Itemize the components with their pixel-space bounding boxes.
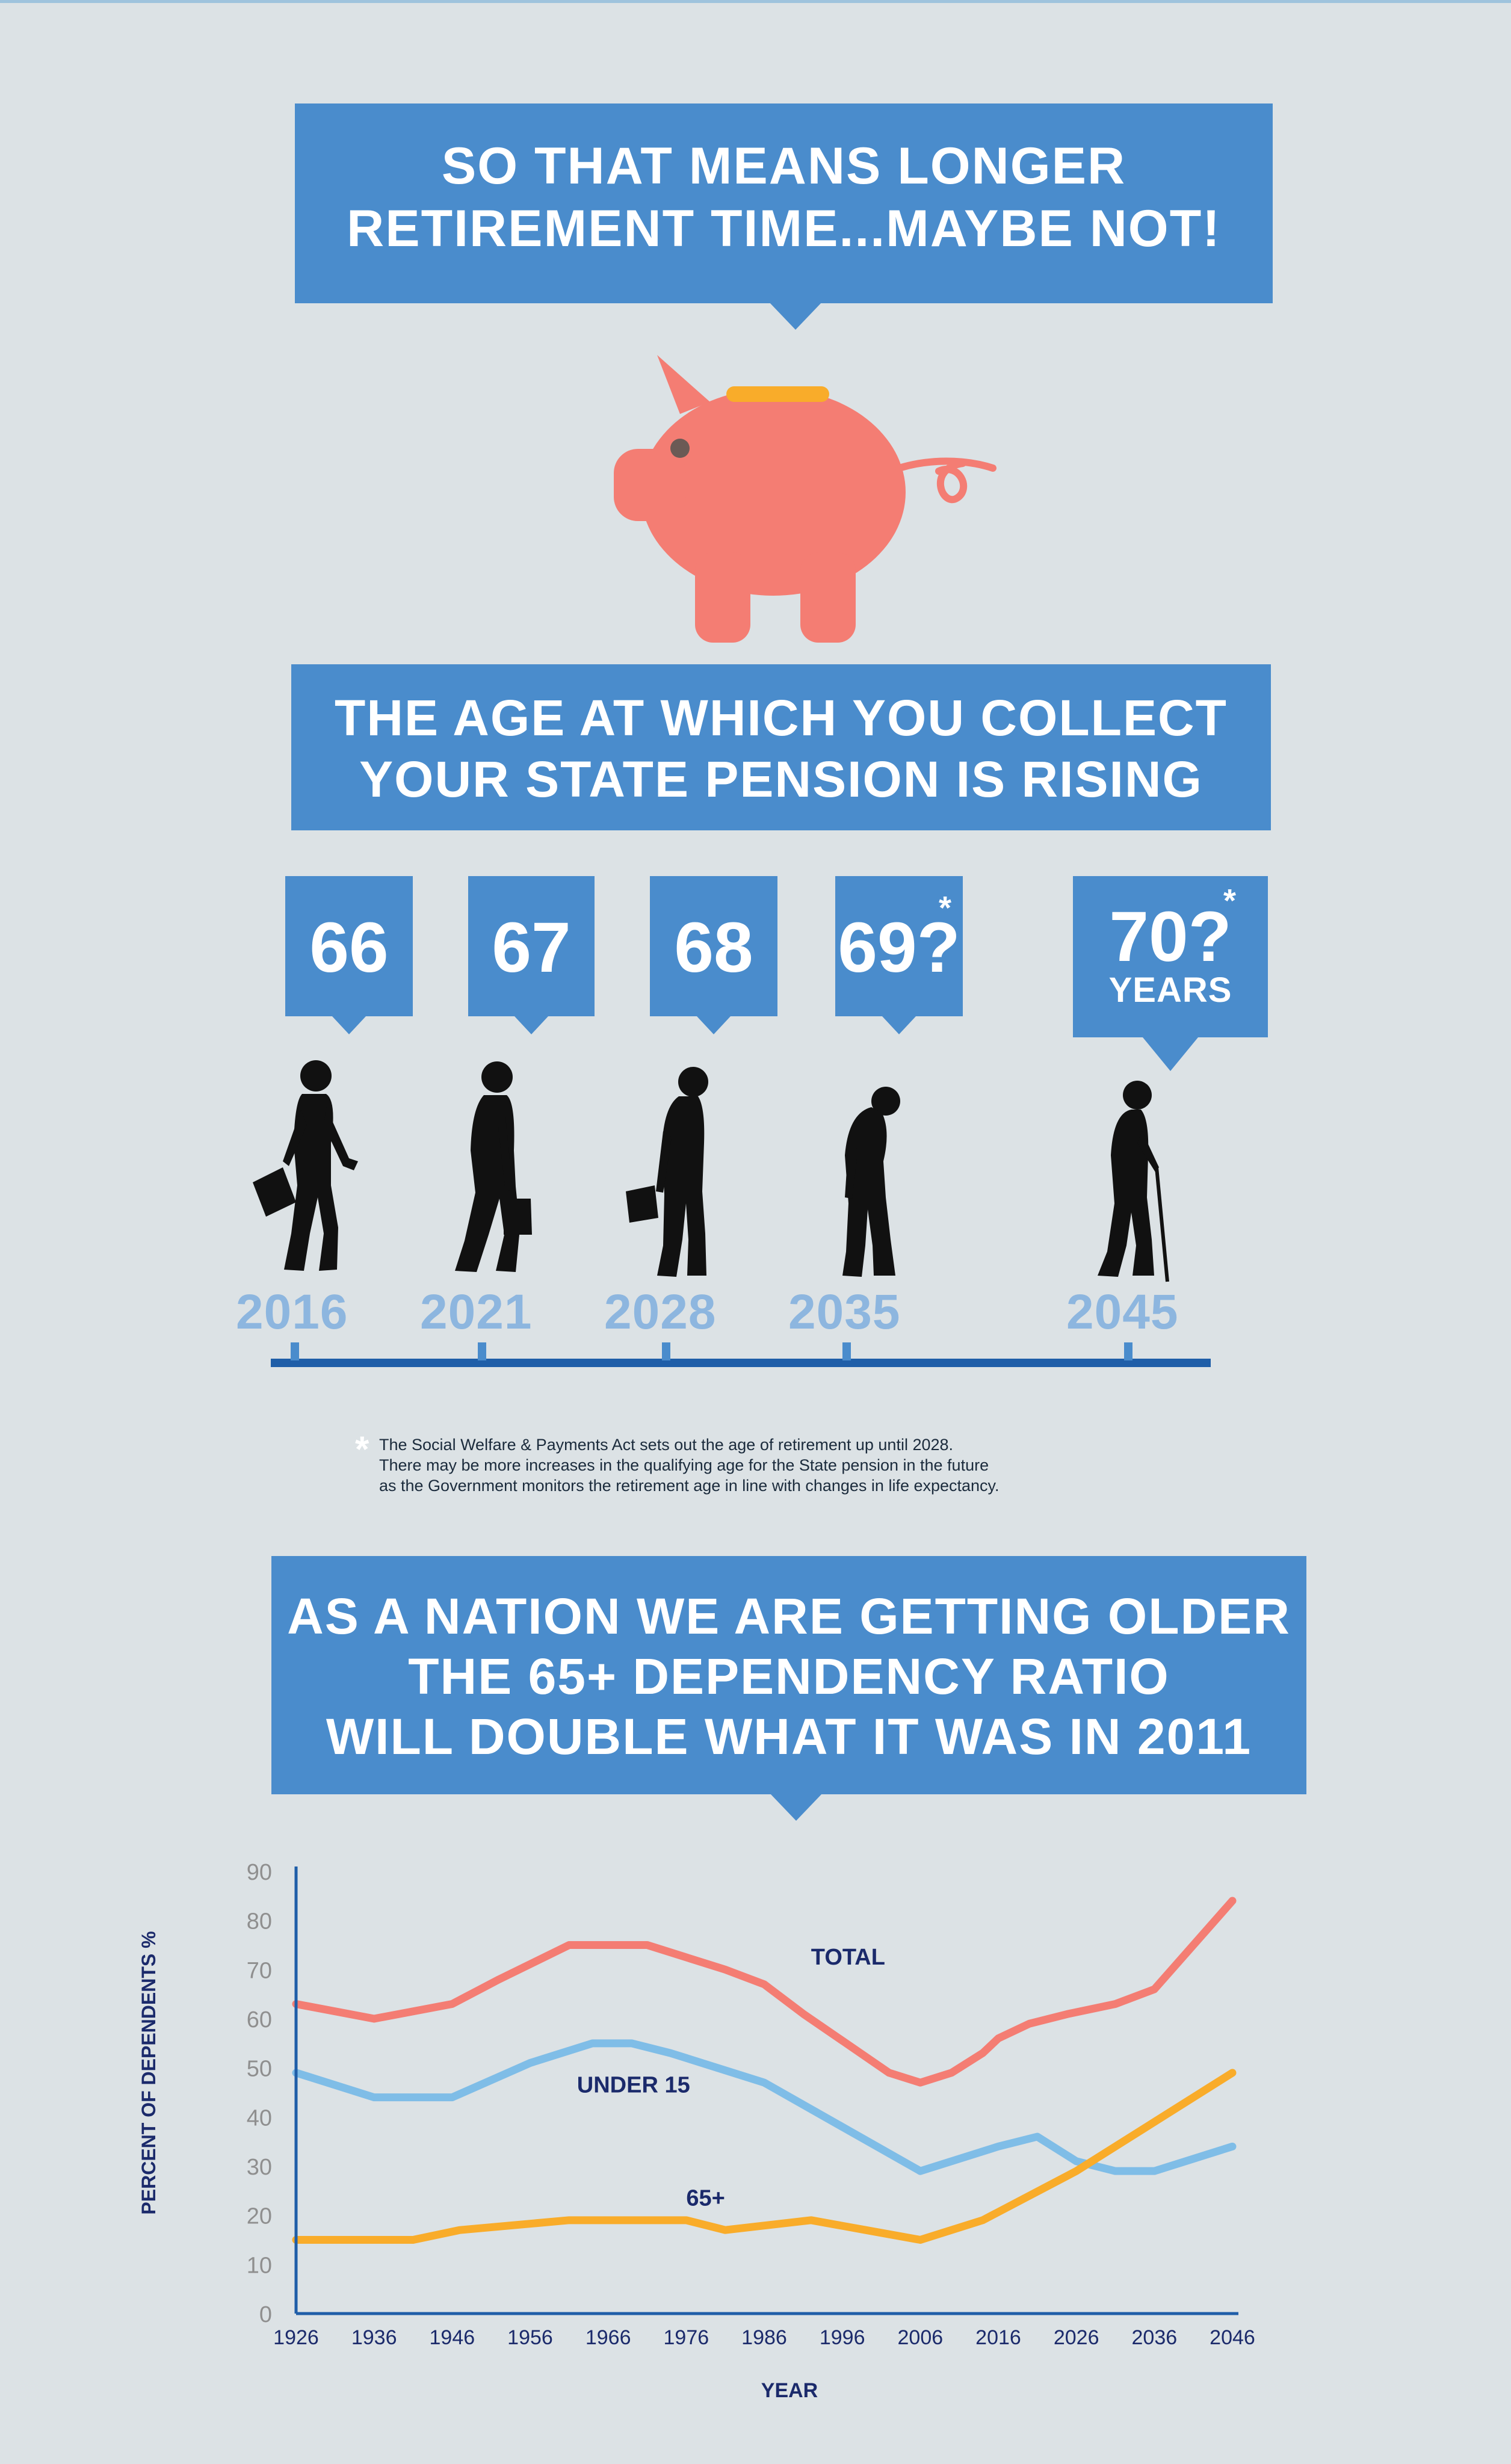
x-tick-label: 1926 (273, 2326, 319, 2349)
series-lines (292, 1897, 1237, 2244)
series-labels: TOTAL UNDER 15 65+ (577, 1945, 885, 2211)
x-tick-label: 1976 (664, 2326, 709, 2349)
x-tick-label: 2026 (1054, 2326, 1099, 2349)
dependency-ratio-chart: 0 10 20 30 40 50 60 70 80 90 1926 1936 1946 1956 1966… (138, 1860, 1255, 2402)
person-stooped-icon (842, 1087, 900, 1277)
x-axis-label: YEAR (761, 2379, 818, 2402)
speech-pointer (769, 302, 822, 330)
series-line-under-15 (292, 2039, 1237, 2175)
footnote-line-1: The Social Welfare & Payments Act sets o… (379, 1436, 954, 1454)
person-walking-icon (253, 1060, 358, 1271)
x-tick-label: 1946 (430, 2326, 475, 2349)
banner-line-3: WILL DOUBLE WHAT IT WAS IN 2011 (326, 1708, 1252, 1765)
y-tick-label: 60 (247, 2007, 272, 2033)
y-axis-ticks: 0 10 20 30 40 50 60 70 80 90 (247, 1860, 272, 2327)
banner-line-2: YOUR STATE PENSION IS RISING (359, 751, 1203, 807)
x-tick-label: 2036 (1132, 2326, 1178, 2349)
asterisk: * (1223, 883, 1237, 919)
year-label: 2035 (788, 1285, 901, 1339)
box-pointer (514, 1016, 548, 1034)
banner-line-2: THE 65+ DEPENDENCY RATIO (408, 1648, 1170, 1705)
age-box-69: 69? * (835, 876, 963, 1034)
series-label: TOTAL (811, 1945, 885, 1970)
series-label: UNDER 15 (577, 2073, 690, 2098)
series-label: 65+ (686, 2185, 725, 2211)
person-walking-icon (455, 1061, 532, 1272)
y-tick-label: 40 (247, 2105, 272, 2131)
age-box-68: 68 (650, 876, 777, 1034)
x-tick-label: 2016 (975, 2326, 1021, 2349)
piggy-bank-icon (614, 355, 997, 643)
x-tick-label: 2006 (898, 2326, 944, 2349)
footnote-line-3: as the Government monitors the retiremen… (379, 1477, 1000, 1495)
series-line-total (292, 1897, 1237, 2087)
person-standing-icon (626, 1067, 708, 1277)
age-box-67: 67 (468, 876, 595, 1034)
y-tick-label: 0 (259, 2302, 272, 2327)
age-box-66: 66 (285, 876, 413, 1034)
age-value: 68 (674, 908, 753, 987)
box-pointer (882, 1016, 916, 1034)
asterisk: * (939, 890, 952, 926)
age-value: 69? (838, 908, 960, 987)
ageing-nation-banner: AS A NATION WE ARE GETTING OLDER THE 65+… (271, 1556, 1306, 1821)
footnote-asterisk: * (355, 1429, 369, 1469)
box-pointer (1143, 1037, 1198, 1071)
age-box-70: 70? YEARS * (1073, 876, 1268, 1071)
timeline-tick (842, 1342, 851, 1360)
y-tick-label: 30 (247, 2155, 272, 2180)
age-value: 67 (492, 908, 571, 987)
timeline-tick (1124, 1342, 1132, 1360)
x-tick-label: 2046 (1210, 2326, 1255, 2349)
x-tick-label: 1956 (507, 2326, 553, 2349)
timeline-tick (291, 1342, 299, 1360)
y-axis-label: PERCENT OF DEPENDENTS % (138, 1931, 159, 2214)
retirement-time-banner: SO THAT MEANS LONGER RETIREMENT TIME...M… (295, 103, 1273, 330)
y-tick-label: 80 (247, 1909, 272, 1934)
age-value: 66 (309, 908, 389, 987)
banner-line-1: AS A NATION WE ARE GETTING OLDER (287, 1588, 1291, 1644)
year-label: 2028 (604, 1285, 717, 1339)
x-tick-label: 1996 (820, 2326, 865, 2349)
year-label: 2045 (1066, 1285, 1179, 1339)
timeline-tick (478, 1342, 486, 1360)
year-label: 2021 (420, 1285, 533, 1339)
x-tick-label: 1966 (586, 2326, 631, 2349)
banner-line-1: SO THAT MEANS LONGER (441, 137, 1126, 195)
x-tick-label: 1936 (351, 2326, 397, 2349)
timeline-tick (662, 1342, 670, 1360)
box-pointer (697, 1016, 731, 1034)
person-with-cane-icon (1098, 1081, 1169, 1282)
box-pointer (332, 1016, 366, 1034)
banner-line-1: THE AGE AT WHICH YOU COLLECT (335, 690, 1228, 746)
y-tick-label: 50 (247, 2057, 272, 2082)
series-line-65- (292, 2069, 1237, 2244)
footnote-line-2: There may be more increases in the quali… (379, 1456, 989, 1474)
footnote-text: The Social Welfare & Payments Act sets o… (379, 1434, 1000, 1496)
y-tick-label: 70 (247, 1958, 272, 1983)
x-axis-ticks: 1926 1936 1946 1956 1966 1976 1986 1996 2006 2016… (273, 2326, 1255, 2349)
y-tick-label: 90 (247, 1860, 272, 1885)
year-label: 2016 (236, 1285, 348, 1339)
timeline-bar (271, 1359, 1211, 1367)
banner-line-2: RETIREMENT TIME...MAYBE NOT! (347, 200, 1221, 258)
speech-pointer (770, 1793, 823, 1821)
y-tick-label: 10 (247, 2253, 272, 2278)
pension-age-banner: THE AGE AT WHICH YOU COLLECT YOUR STATE … (291, 664, 1271, 830)
age-value: 70? (1109, 897, 1232, 977)
top-border (0, 0, 1511, 3)
y-tick-label: 20 (247, 2204, 272, 2229)
x-tick-label: 1986 (741, 2326, 787, 2349)
years-label: YEARS (1108, 971, 1232, 1010)
